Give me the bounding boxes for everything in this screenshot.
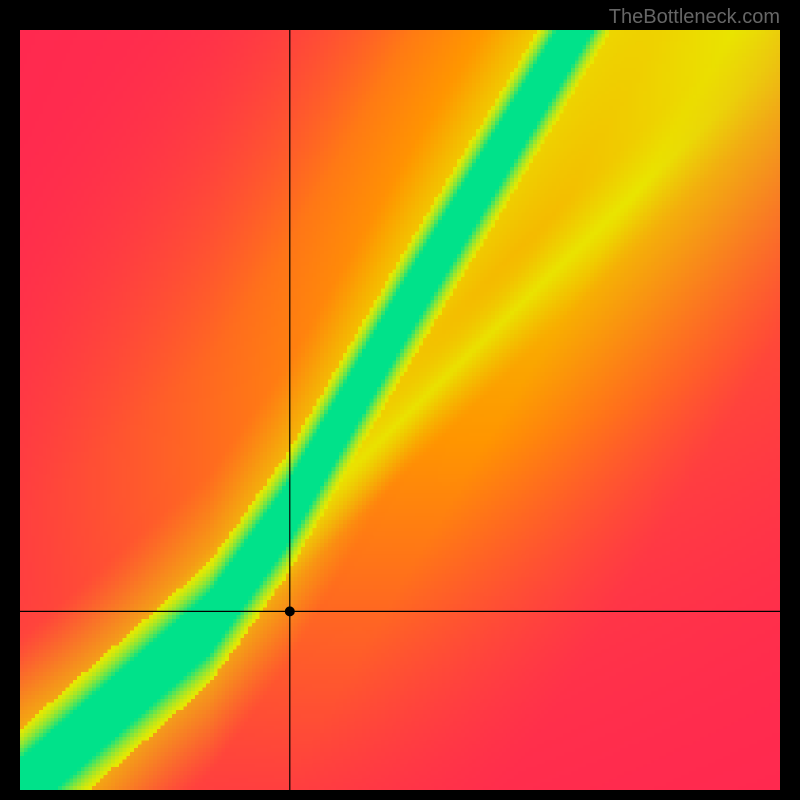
bottleneck-heatmap <box>20 30 780 790</box>
watermark-text: TheBottleneck.com <box>609 6 780 29</box>
heatmap-canvas <box>20 30 780 790</box>
